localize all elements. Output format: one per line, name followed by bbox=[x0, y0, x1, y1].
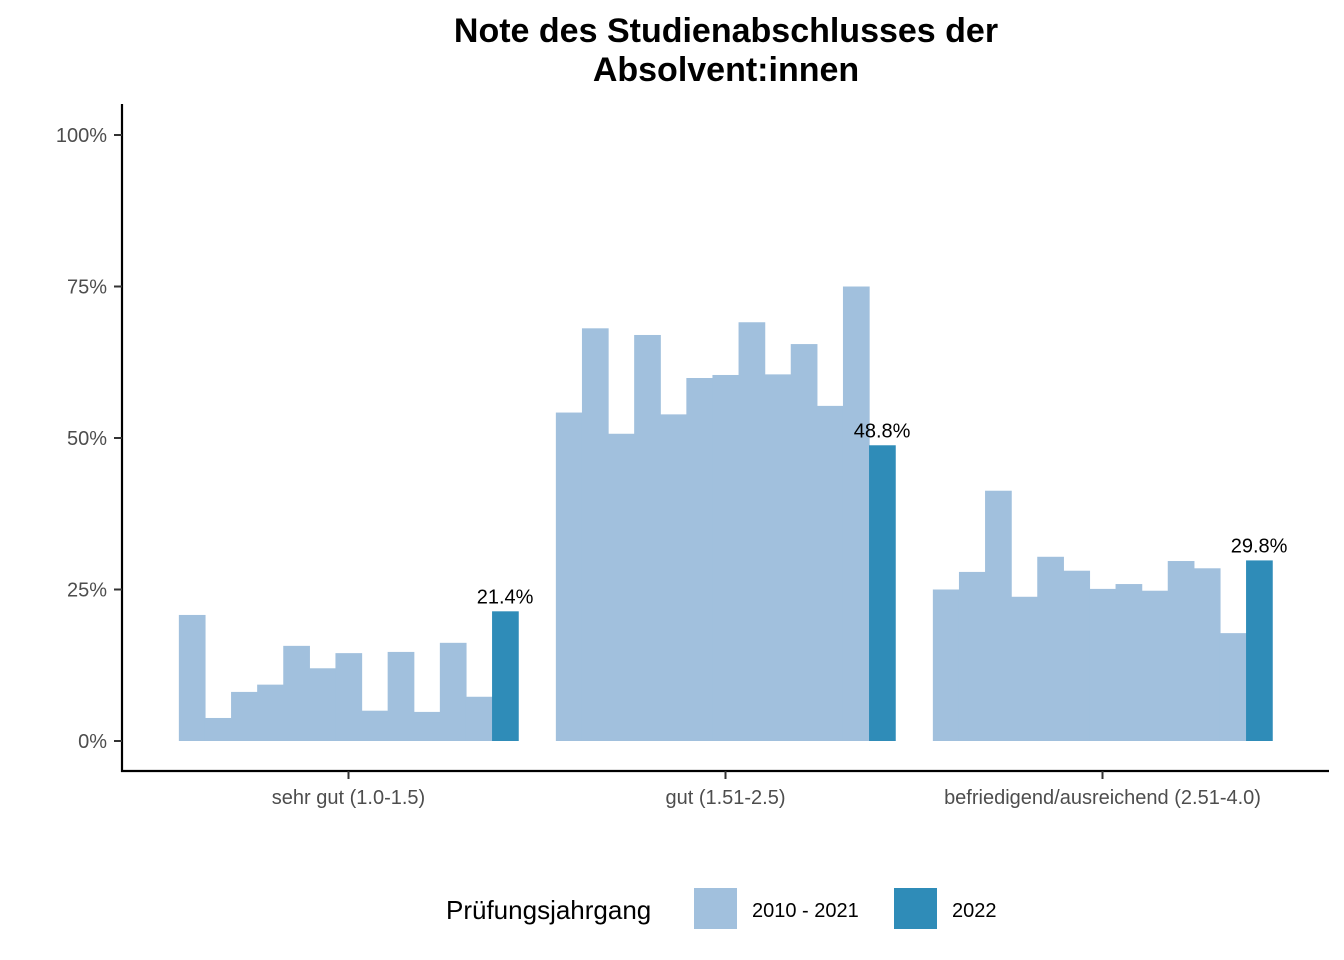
x-tick-label: sehr gut (1.0-1.5) bbox=[272, 787, 425, 809]
chart-title-line-2: Absolvent:innen bbox=[593, 51, 859, 89]
bar-2022 bbox=[1246, 560, 1273, 741]
legend-label-previous-years: 2010 - 2021 bbox=[752, 900, 859, 922]
bar-previous-year bbox=[1037, 556, 1064, 741]
bar-previous-year bbox=[790, 344, 818, 741]
chart-title: Note des Studienabschlusses der Absolven… bbox=[454, 12, 998, 89]
data-label: 48.8% bbox=[854, 420, 911, 442]
y-tick-label: 50% bbox=[67, 428, 107, 450]
bar-previous-year bbox=[1141, 590, 1169, 741]
bar-previous-year bbox=[1193, 568, 1221, 741]
legend-label-2022: 2022 bbox=[952, 900, 997, 922]
y-tick-label: 25% bbox=[67, 580, 107, 602]
bar-previous-year bbox=[958, 571, 986, 741]
legend-swatch-2022 bbox=[894, 888, 937, 929]
bar-previous-year bbox=[1063, 570, 1091, 741]
data-label: 21.4% bbox=[477, 586, 534, 608]
bar-previous-year bbox=[1167, 561, 1195, 741]
bar-previous-year bbox=[465, 696, 493, 741]
bar-previous-year bbox=[712, 374, 740, 741]
bar-previous-year bbox=[686, 378, 714, 741]
bar-previous-year bbox=[581, 328, 609, 741]
y-tick-label: 0% bbox=[78, 731, 107, 753]
legend-swatch-previous-years bbox=[694, 888, 737, 929]
bar-previous-year bbox=[387, 651, 415, 741]
bar-previous-year bbox=[738, 322, 766, 741]
bar-previous-year bbox=[335, 653, 363, 741]
bar-previous-year bbox=[842, 286, 870, 741]
bar-previous-year bbox=[413, 711, 441, 741]
bar-previous-year bbox=[634, 334, 661, 741]
bar-previous-year bbox=[985, 490, 1012, 741]
bar-previous-year bbox=[204, 717, 232, 741]
bar-previous-year bbox=[439, 642, 467, 741]
bars-group bbox=[178, 286, 1273, 741]
bar-previous-year bbox=[608, 433, 635, 741]
legend: Prüfungsjahrgang 2010 - 2021 2022 bbox=[446, 888, 997, 929]
bar-previous-year bbox=[178, 614, 206, 741]
bar-2022 bbox=[869, 445, 896, 741]
bar-previous-year bbox=[1219, 633, 1247, 741]
bar-2022 bbox=[492, 611, 519, 741]
bar-previous-year bbox=[932, 589, 960, 741]
bar-previous-year bbox=[555, 412, 583, 741]
x-axis: sehr gut (1.0-1.5) gut (1.51-2.5) befriedi… bbox=[121, 769, 1329, 809]
bar-previous-year bbox=[816, 405, 844, 741]
bar-previous-year bbox=[1011, 596, 1038, 741]
legend-title: Prüfungsjahrgang bbox=[446, 895, 651, 925]
x-tick-label: befriedigend/ausreichend (2.51-4.0) bbox=[944, 787, 1261, 809]
bar-previous-year bbox=[361, 710, 389, 741]
y-tick-label: 100% bbox=[56, 125, 107, 147]
bar-previous-year bbox=[257, 684, 284, 741]
bar-previous-year bbox=[283, 645, 310, 741]
bar-previous-year bbox=[1115, 584, 1143, 741]
bar-previous-year bbox=[231, 691, 258, 741]
y-axis: 0% 25% 50% 75% 100% bbox=[56, 104, 124, 772]
bar-previous-year bbox=[309, 668, 337, 741]
chart-title-line-1: Note des Studienabschlusses der bbox=[454, 12, 998, 50]
y-tick-label: 75% bbox=[67, 277, 107, 299]
bar-previous-year bbox=[1089, 588, 1117, 741]
bar-previous-year bbox=[660, 414, 687, 741]
bar-previous-year bbox=[764, 374, 792, 741]
data-label: 29.8% bbox=[1231, 535, 1288, 557]
x-tick-label: gut (1.51-2.5) bbox=[665, 787, 785, 809]
data-labels-group: 21.4% 48.8% 29.8% bbox=[477, 420, 1288, 608]
